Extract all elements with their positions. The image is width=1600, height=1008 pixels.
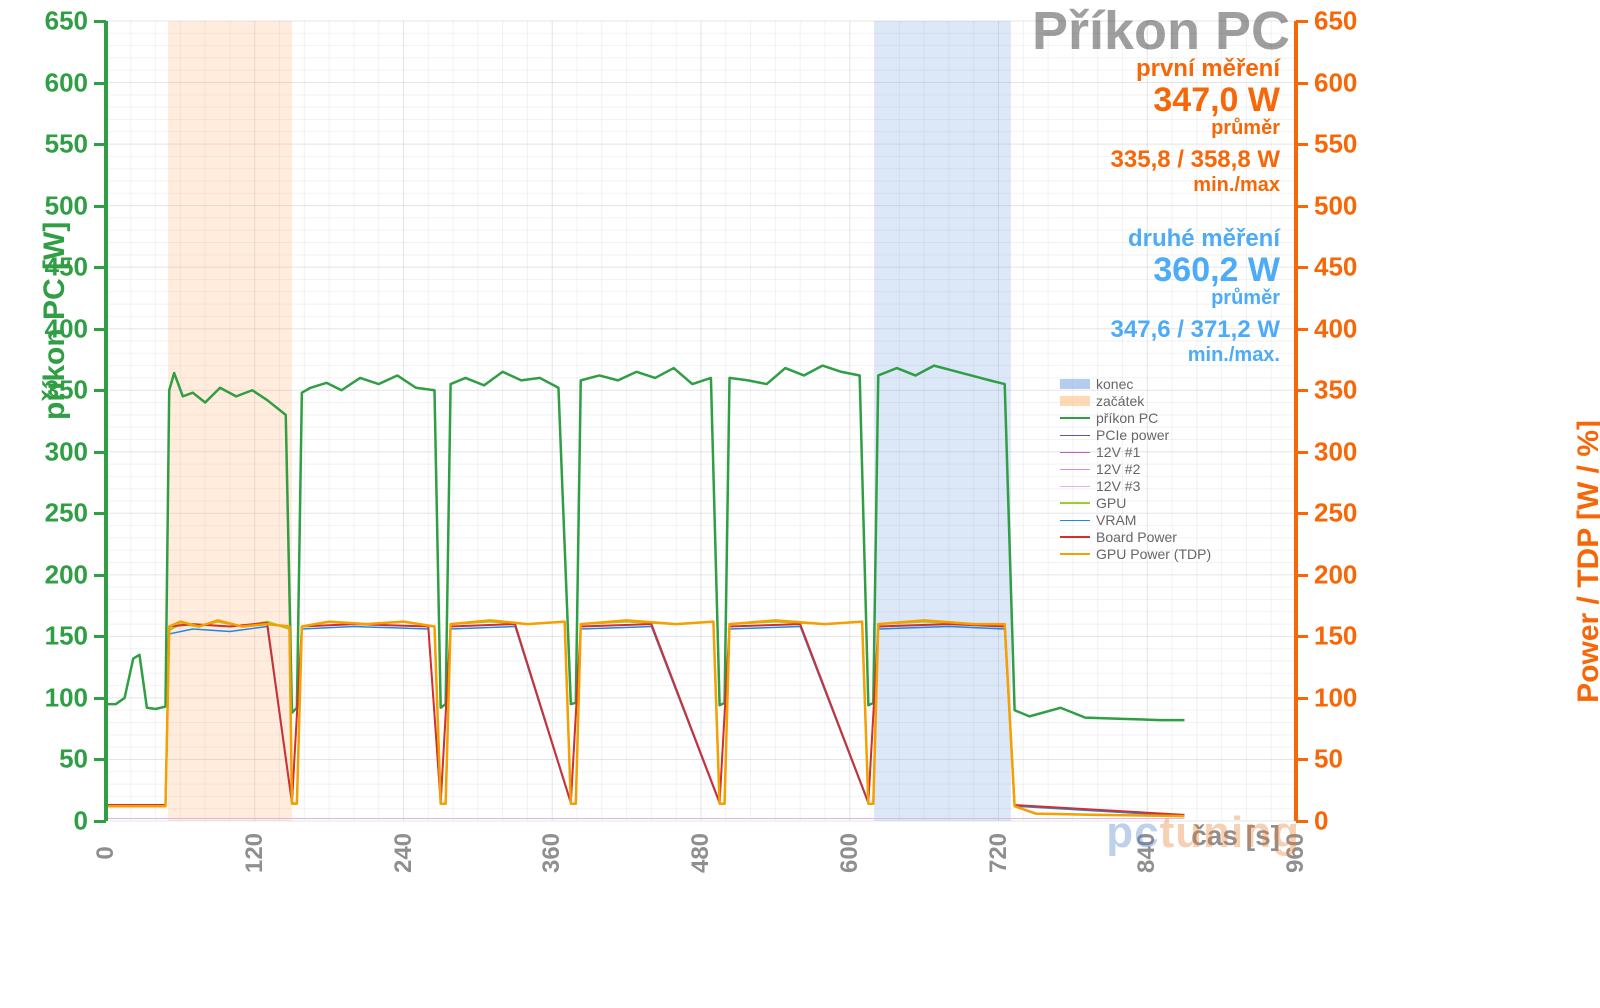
x-tick: 360 [538, 833, 566, 873]
legend-swatch [1060, 452, 1090, 453]
legend-label: GPU Power (TDP) [1096, 546, 1211, 562]
y-right-tick: 550 [1314, 129, 1357, 160]
y-right-tick: 500 [1314, 190, 1357, 221]
watermark: pctuning [1106, 808, 1300, 858]
legend-swatch [1060, 502, 1090, 504]
legend-swatch [1060, 417, 1090, 419]
legend-label: začátek [1096, 393, 1144, 409]
legend-label: Board Power [1096, 529, 1177, 545]
y-left-tick: 50 [59, 744, 88, 775]
chart-root: Příkon PC příkon PC [W] Power / TDP [W /… [0, 0, 1600, 1008]
legend-item: 12V #3 [1060, 478, 1211, 494]
legend-item: 12V #1 [1060, 444, 1211, 460]
y-right-tick: 400 [1314, 313, 1357, 344]
legend-label: konec [1096, 376, 1133, 392]
legend-swatch [1060, 469, 1090, 470]
y-right-tick: 350 [1314, 375, 1357, 406]
legend-swatch [1060, 396, 1090, 406]
x-tick: 240 [390, 833, 418, 873]
y-left-tick: 300 [45, 436, 88, 467]
legend-label: 12V #1 [1096, 444, 1140, 460]
x-tick: 480 [687, 833, 715, 873]
legend-item: VRAM [1060, 512, 1211, 528]
x-tick: 120 [241, 833, 269, 873]
legend-swatch [1060, 435, 1090, 436]
legend-label: GPU [1096, 495, 1126, 511]
first-measurement-minmax: 335,8 / 358,8 W [1111, 146, 1280, 174]
legend-item: PCIe power [1060, 427, 1211, 443]
y-right-tick: 200 [1314, 559, 1357, 590]
legend-swatch [1060, 536, 1090, 538]
legend: koneczačátekpříkon PCPCIe power12V #112V… [1060, 376, 1211, 563]
legend-item: začátek [1060, 393, 1211, 409]
x-tick: 720 [985, 833, 1013, 873]
y-left-tick: 0 [74, 806, 88, 837]
series-GPU [106, 622, 1184, 816]
y-right-tick: 450 [1314, 252, 1357, 283]
second-measurement-minmax: 347,6 / 371,2 W [1111, 316, 1280, 344]
first-measurement-avg-sub: průměr [1111, 117, 1280, 140]
legend-swatch [1060, 520, 1090, 521]
legend-label: 12V #2 [1096, 461, 1140, 477]
y-left-tick: 100 [45, 682, 88, 713]
y-left-tick: 200 [45, 559, 88, 590]
y-right-tick: 100 [1314, 682, 1357, 713]
second-measurement-minmax-sub: min./max. [1111, 344, 1280, 367]
legend-item: Board Power [1060, 529, 1211, 545]
legend-item: příkon PC [1060, 410, 1211, 426]
y-left-tick: 350 [45, 375, 88, 406]
x-tick: 600 [836, 833, 864, 873]
legend-swatch [1060, 486, 1090, 487]
y-left-tick: 600 [45, 67, 88, 98]
y-right-tick: 0 [1314, 806, 1328, 837]
legend-item: GPU Power (TDP) [1060, 546, 1211, 562]
y-right-tick: 650 [1314, 6, 1357, 37]
series-GPU Power (TDP) [106, 620, 1184, 816]
first-measurement-label: první měření [1111, 55, 1280, 83]
legend-label: PCIe power [1096, 427, 1169, 443]
second-measurement-avg: 360,2 W [1111, 253, 1280, 287]
legend-swatch [1060, 379, 1090, 389]
x-tick: 0 [92, 846, 120, 859]
second-measurement-block: druhé měření 360,2 W průměr 347,6 / 371,… [1111, 225, 1280, 367]
second-measurement-avg-sub: průměr [1111, 287, 1280, 310]
y-left-tick: 450 [45, 252, 88, 283]
first-measurement-minmax-sub: min./max [1111, 174, 1280, 197]
y-right-tick: 300 [1314, 436, 1357, 467]
series-příkon PC [106, 366, 1184, 720]
legend-item: konec [1060, 376, 1211, 392]
first-measurement-avg: 347,0 W [1111, 83, 1280, 117]
y-right-tick: 600 [1314, 67, 1357, 98]
first-measurement-block: první měření 347,0 W průměr 335,8 / 358,… [1111, 55, 1280, 197]
y-right-tick: 150 [1314, 621, 1357, 652]
y-right-tick: 50 [1314, 744, 1343, 775]
legend-label: příkon PC [1096, 410, 1158, 426]
y-left-tick: 650 [45, 6, 88, 37]
second-measurement-label: druhé měření [1111, 225, 1280, 253]
legend-item: GPU [1060, 495, 1211, 511]
y-left-tick: 150 [45, 621, 88, 652]
legend-label: VRAM [1096, 512, 1136, 528]
y-left-axis-line [104, 21, 108, 821]
legend-label: 12V #3 [1096, 478, 1140, 494]
y-right-axis-line [1294, 21, 1298, 821]
series-Board Power [106, 623, 1184, 815]
y-right-tick: 250 [1314, 498, 1357, 529]
y-left-tick: 400 [45, 313, 88, 344]
legend-swatch [1060, 553, 1090, 555]
legend-item: 12V #2 [1060, 461, 1211, 477]
y-right-axis-label: Power / TDP [W / %] [1572, 420, 1600, 703]
y-left-tick: 500 [45, 190, 88, 221]
y-left-tick: 550 [45, 129, 88, 160]
y-left-tick: 250 [45, 498, 88, 529]
series-VRAM [106, 627, 1184, 817]
